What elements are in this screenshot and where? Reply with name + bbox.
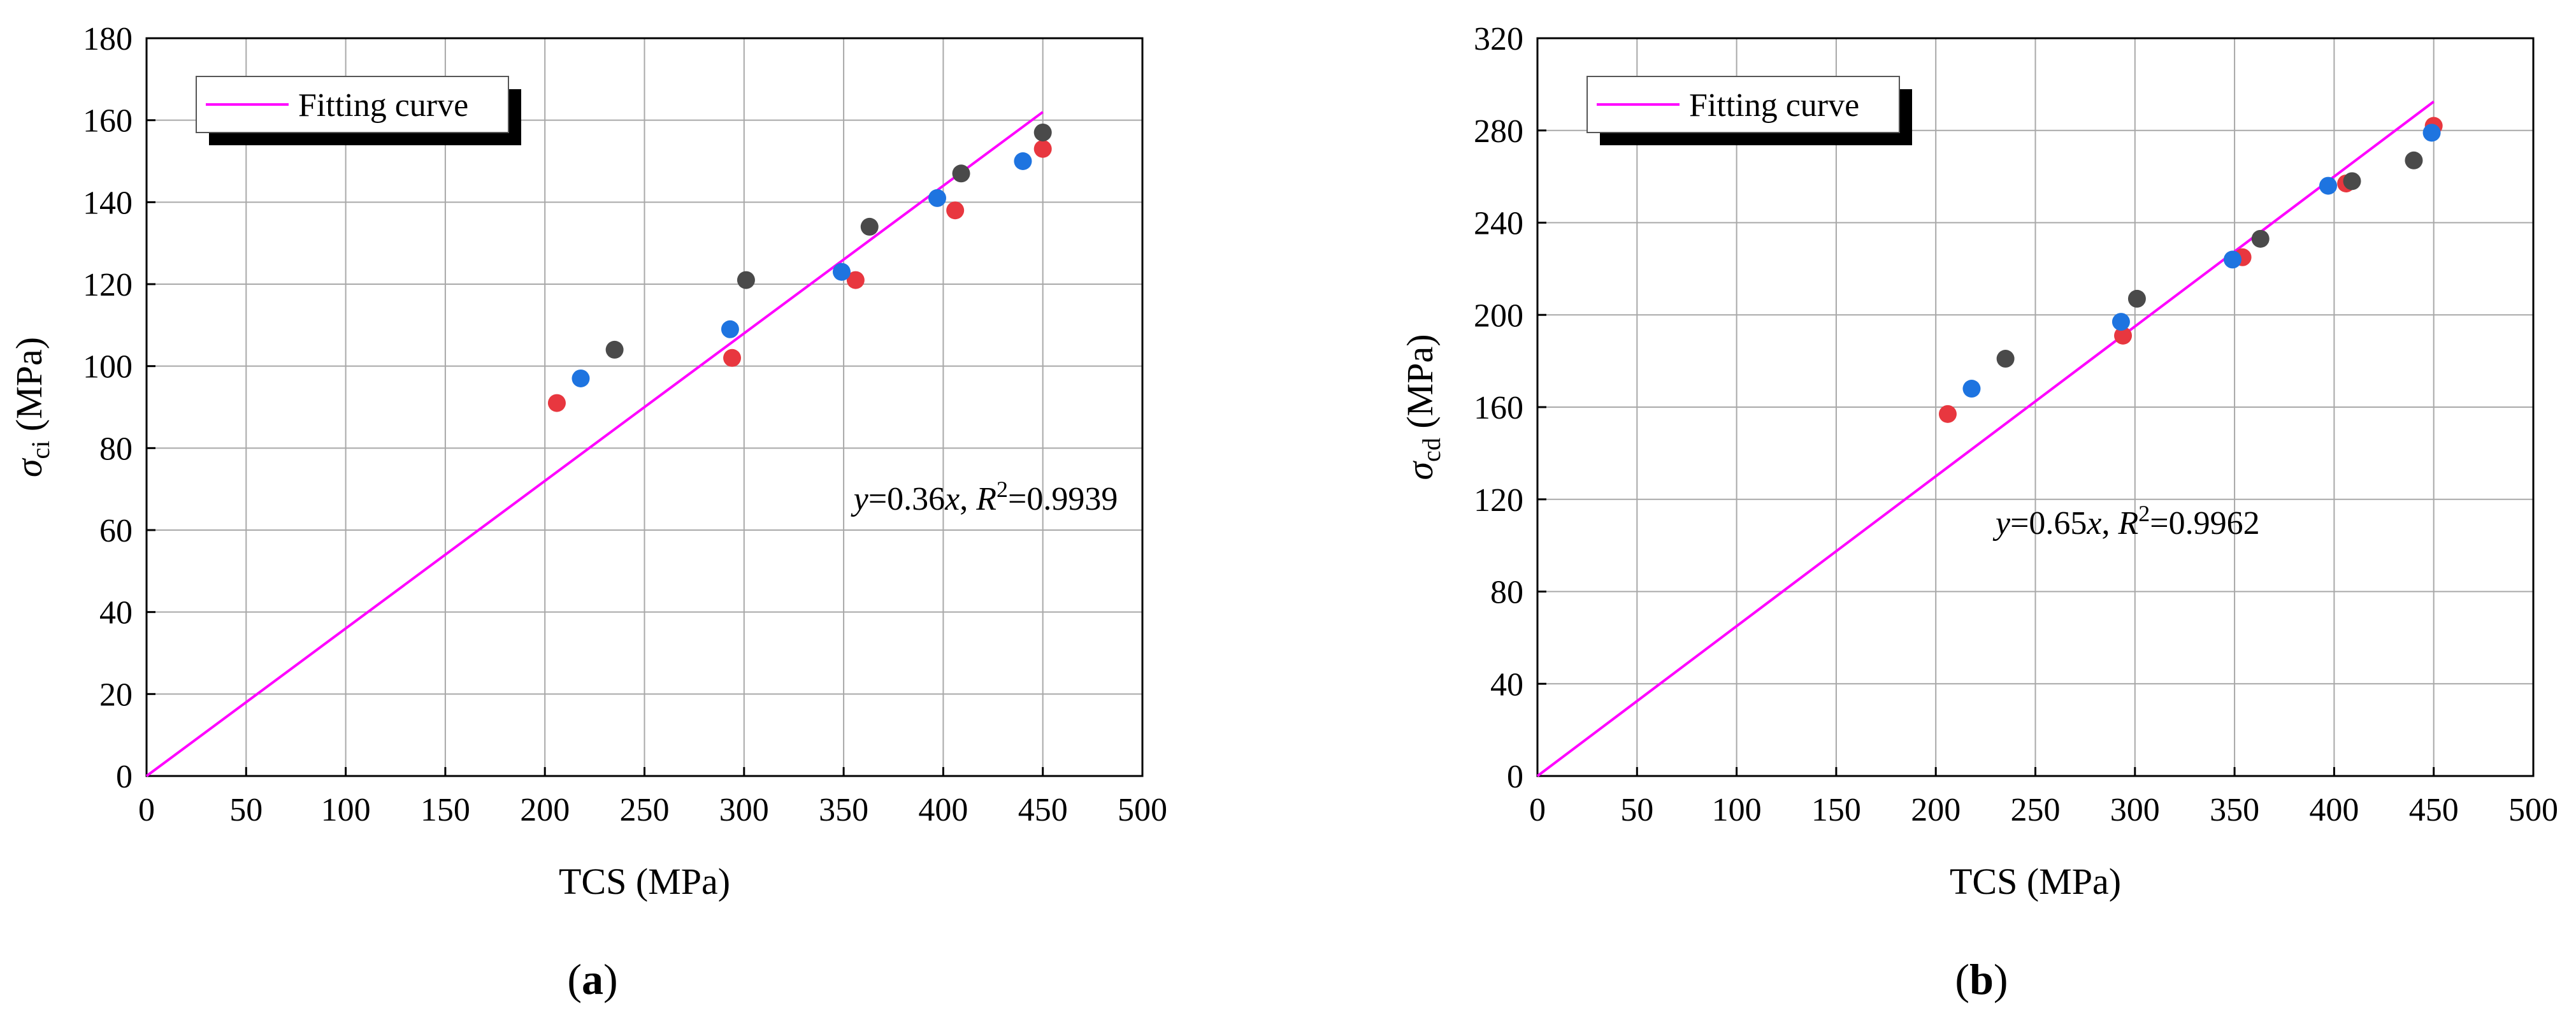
chart-0-series-1-point <box>1014 152 1032 170</box>
chart-1-y-tick-label: 240 <box>1474 206 1523 242</box>
chart-0-x-tick-label: 50 <box>229 792 263 828</box>
chart-0-legend: Fitting curve <box>196 76 521 145</box>
chart-1-y-tick-label: 0 <box>1507 759 1523 795</box>
chart-0-series-0-point <box>1033 140 1052 158</box>
chart-1-series-1-point <box>1962 380 1981 398</box>
chart-panel-b: 0 50 100 150 200 250 300 350 400 450 500 0 40 80 120 16… <box>1399 21 2558 1003</box>
chart-0-series-0-point <box>846 271 865 289</box>
chart-0-legend-label: Fitting curve <box>298 87 468 124</box>
chart-0-series-2-point <box>860 217 879 236</box>
chart-0-fit-equation: y=0.36x, R2=0.9939 <box>851 477 1118 517</box>
chart-0-y-tick-label: 80 <box>99 431 133 467</box>
chart-1-y-tick-label: 280 <box>1474 113 1523 150</box>
chart-0-x-tick-label: 0 <box>138 792 155 828</box>
chart-0-series-2-point <box>1033 123 1052 141</box>
chart-1-x-axis-label: TCS (MPa) <box>1950 861 2121 902</box>
chart-0-panel-label: (a) <box>567 955 617 1003</box>
chart-0-series-1-point <box>721 320 739 338</box>
chart-1-x-tick-label: 500 <box>2508 792 2558 828</box>
chart-0-y-tick-label: 40 <box>99 595 133 631</box>
chart-0-x-tick-label: 100 <box>321 792 371 828</box>
chart-1-y-tick-label: 160 <box>1474 390 1523 426</box>
chart-0-fitting-curve-line <box>145 111 1044 777</box>
chart-1-series-1-point <box>2223 250 2241 269</box>
chart-0-series-2-point <box>605 340 624 359</box>
chart-1-series-1-point <box>2112 313 2130 331</box>
chart-1-x-tick-label: 450 <box>2409 792 2459 828</box>
chart-0-series-1-point <box>928 189 947 207</box>
chart-1-y-tick-label: 320 <box>1474 21 1523 57</box>
chart-0-series-0-point <box>547 394 566 412</box>
chart-0-series-0-point <box>946 201 965 220</box>
chart-0-x-tick-label: 300 <box>719 792 769 828</box>
chart-1-panel-label: (b) <box>1955 955 2008 1003</box>
chart-0-y-tick-label: 0 <box>116 759 133 795</box>
chart-1-legend: Fitting curve <box>1587 76 1912 145</box>
chart-1-y-tick-label: 120 <box>1474 482 1523 519</box>
chart-0-y-tick-label: 60 <box>99 513 133 549</box>
chart-1-series-1-point <box>2319 176 2338 195</box>
chart-0-y-tick-label: 120 <box>83 267 133 303</box>
chart-0-x-tick-label: 200 <box>520 792 570 828</box>
chart-1-x-tick-label: 400 <box>2309 792 2359 828</box>
chart-1-series-0-point <box>2114 326 2133 345</box>
chart-0-y-tick-label: 100 <box>83 349 133 385</box>
chart-1-x-tick-label: 100 <box>1712 792 1762 828</box>
chart-1-y-axis-label: σcd (MPa) <box>1399 334 1446 480</box>
chart-1-x-tick-label: 250 <box>2011 792 2061 828</box>
chart-0-x-tick-label: 150 <box>421 792 470 828</box>
chart-1-series-2-point <box>1996 350 2015 368</box>
chart-1-legend-label: Fitting curve <box>1689 87 1859 124</box>
chart-0-y-tick-label: 20 <box>99 677 133 713</box>
chart-0-series-2-point <box>952 164 970 183</box>
chart-0-x-tick-label: 400 <box>918 792 968 828</box>
chart-1-fitting-curve-line <box>1536 100 2435 777</box>
chart-1-x-tick-label: 50 <box>1620 792 1653 828</box>
chart-panel-a: 0 50 100 150 200 250 300 350 400 450 500 0 20 40 60 80 1… <box>8 21 1167 1003</box>
chart-0-series-1-point <box>832 262 851 281</box>
chart-1-x-tick-label: 200 <box>1911 792 1961 828</box>
chart-0-y-tick-label: 140 <box>83 185 133 221</box>
chart-1-x-tick-label: 0 <box>1529 792 1546 828</box>
chart-1-series-2-point <box>2127 289 2146 308</box>
chart-0-y-axis-label: σci (MPa) <box>8 337 55 477</box>
chart-0-series-1-point <box>572 369 590 387</box>
chart-1-fit-equation: y=0.65x, R2=0.9962 <box>1992 501 2260 542</box>
chart-0-y-tick-label: 180 <box>83 21 133 57</box>
chart-0-x-tick-label: 350 <box>819 792 868 828</box>
chart-0-series-2-point <box>737 271 755 289</box>
chart-0-y-tick-label: 160 <box>83 103 133 140</box>
chart-1-y-tick-label: 40 <box>1490 666 1523 703</box>
chart-1-series-0-point <box>1938 405 1957 423</box>
chart-0-x-axis-label: TCS (MPa) <box>559 861 730 902</box>
chart-1-x-tick-label: 350 <box>2210 792 2259 828</box>
chart-1-x-tick-label: 150 <box>1811 792 1861 828</box>
chart-0-x-tick-label: 250 <box>620 792 670 828</box>
chart-0-x-tick-label: 500 <box>1118 792 1167 828</box>
chart-1-y-tick-label: 200 <box>1474 298 1523 334</box>
chart-0-x-tick-label: 450 <box>1018 792 1068 828</box>
chart-1-x-tick-label: 300 <box>2110 792 2160 828</box>
chart-1-series-2-point <box>2343 172 2361 190</box>
chart-1-y-tick-label: 80 <box>1490 575 1523 611</box>
chart-0-series-0-point <box>723 348 742 367</box>
chart-1-series-2-point <box>2251 229 2270 248</box>
chart-1-series-2-point <box>2405 151 2423 169</box>
chart-1-series-1-point <box>2422 124 2441 142</box>
